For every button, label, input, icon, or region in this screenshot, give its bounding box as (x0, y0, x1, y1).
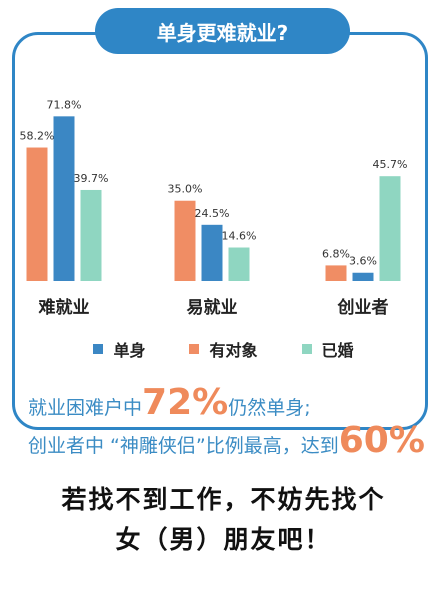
category-label-1: 易就业 (187, 297, 238, 318)
data-label-1-单身: 24.5% (195, 207, 230, 220)
headline-1-number: 72% (142, 382, 229, 423)
legend-item-married: 已婚 (301, 337, 354, 361)
legend-label-married: 已婚 (321, 341, 354, 360)
headline-1-post: 仍然单身; (228, 397, 311, 419)
bar-chart: 58.2% 71.8% 39.7% 难就业 35.0% 24.5% 14.6% 易就业 6.8%… (20, 98, 408, 318)
legend-swatch-single (93, 344, 104, 354)
data-label-1-有对象: 35.0% (168, 183, 203, 196)
bar-1-已婚 (228, 247, 250, 281)
data-label-2-单身: 3.6% (349, 255, 377, 268)
data-label-1-已婚: 14.6% (222, 230, 257, 243)
bar-2-已婚 (379, 176, 401, 281)
headline-1-pre: 就业困难户中 (28, 397, 143, 419)
legend-label-partner: 有对象 (209, 341, 258, 360)
bar-0-有对象 (26, 147, 48, 281)
category-label-2: 创业者 (337, 297, 389, 318)
bar-1-单身 (201, 224, 223, 281)
legend-item-partner: 有对象 (189, 337, 258, 361)
slogan-line-2: 女（男）朋友吧！ (115, 525, 332, 554)
headline-2-pre: 创业者中 “神雕侠侣”比例最高，达到 (28, 435, 339, 457)
headline-line-1: 就业困难户中72%仍然单身; (28, 382, 311, 423)
legend-item-single: 单身 (93, 337, 145, 361)
legend-swatch-married (301, 344, 312, 354)
legend-label-single: 单身 (113, 341, 146, 360)
data-label-2-有对象: 6.8% (322, 247, 350, 260)
chart-title: 单身更难就业? (95, 8, 350, 54)
bar-0-已婚 (80, 189, 102, 281)
slogan-line-1: 若找不到工作，不妨先找个 (61, 485, 386, 514)
bar-2-单身 (352, 272, 374, 281)
category-label-0: 难就业 (38, 297, 90, 318)
data-label-0-单身: 71.8% (47, 98, 82, 111)
data-label-0-有对象: 58.2% (20, 130, 55, 143)
data-label-0-已婚: 39.7% (74, 172, 109, 185)
bar-1-有对象 (174, 200, 196, 281)
headline-2-number: 60% (338, 420, 425, 461)
data-label-2-已婚: 45.7% (373, 158, 408, 171)
bar-0-单身 (53, 116, 75, 281)
headline-line-2: 创业者中 “神雕侠侣”比例最高，达到60% (28, 420, 425, 461)
legend: 单身 有对象 已婚 (0, 338, 447, 360)
legend-swatch-partner (189, 344, 200, 354)
bar-2-有对象 (325, 265, 347, 281)
